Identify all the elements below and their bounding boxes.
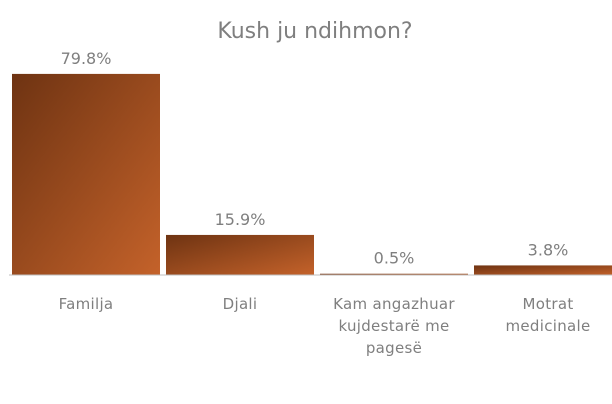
x-tick-label: Djali [222,295,258,313]
value-label: 3.8% [528,240,569,259]
chart-title: Kush ju ndihmon? [217,19,412,44]
x-tick-label: Kam angazhuar kujdestarë me pagesë [333,295,455,357]
bar [474,265,612,275]
bar [320,273,468,275]
value-label: 79.8% [61,49,112,68]
x-tick-label: Motrat medicinale [505,295,591,335]
bar [166,234,314,275]
value-label: 0.5% [374,249,415,268]
x-tick-label: Familja [58,295,114,313]
bar [12,73,160,276]
value-label: 15.9% [215,210,266,229]
